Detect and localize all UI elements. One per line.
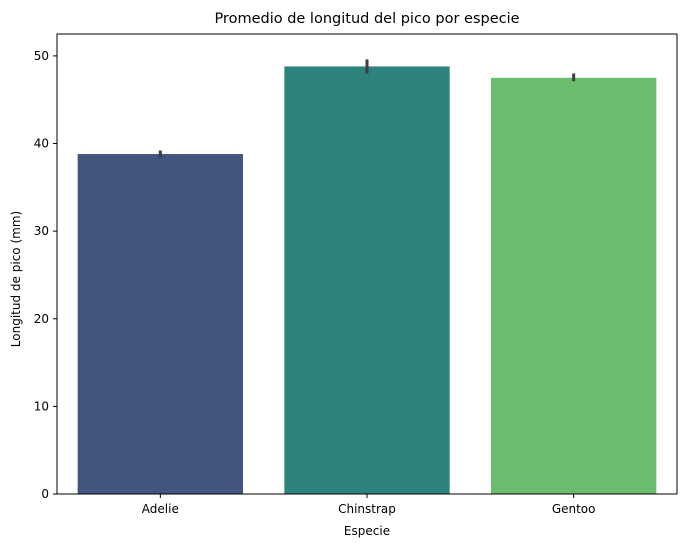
y-tick-label: 20: [34, 312, 49, 326]
y-tick-label: 0: [41, 487, 49, 501]
x-tick-label-adelie: Adelie: [142, 502, 179, 516]
chart-title: Promedio de longitud del pico por especi…: [214, 11, 519, 27]
bar-adelie: [77, 154, 244, 495]
bar-gentoo: [491, 77, 657, 495]
y-tick-label: 40: [34, 137, 49, 151]
x-tick-label-chinstrap: Chinstrap: [338, 502, 396, 516]
plot-frame: [56, 33, 678, 495]
y-tick-label: 10: [34, 399, 49, 413]
x-tick-label-gentoo: Gentoo: [552, 502, 596, 516]
x-axis-label: Especie: [344, 524, 390, 538]
y-tick-label: 30: [34, 224, 49, 238]
plot-area: Adelie Chinstrap Gentoo 0 10 20 30 40 50: [34, 33, 678, 516]
y-tick-label: 50: [34, 49, 49, 63]
y-axis-label: Longitud de pico (mm): [9, 211, 23, 347]
bar-chinstrap: [284, 66, 450, 495]
